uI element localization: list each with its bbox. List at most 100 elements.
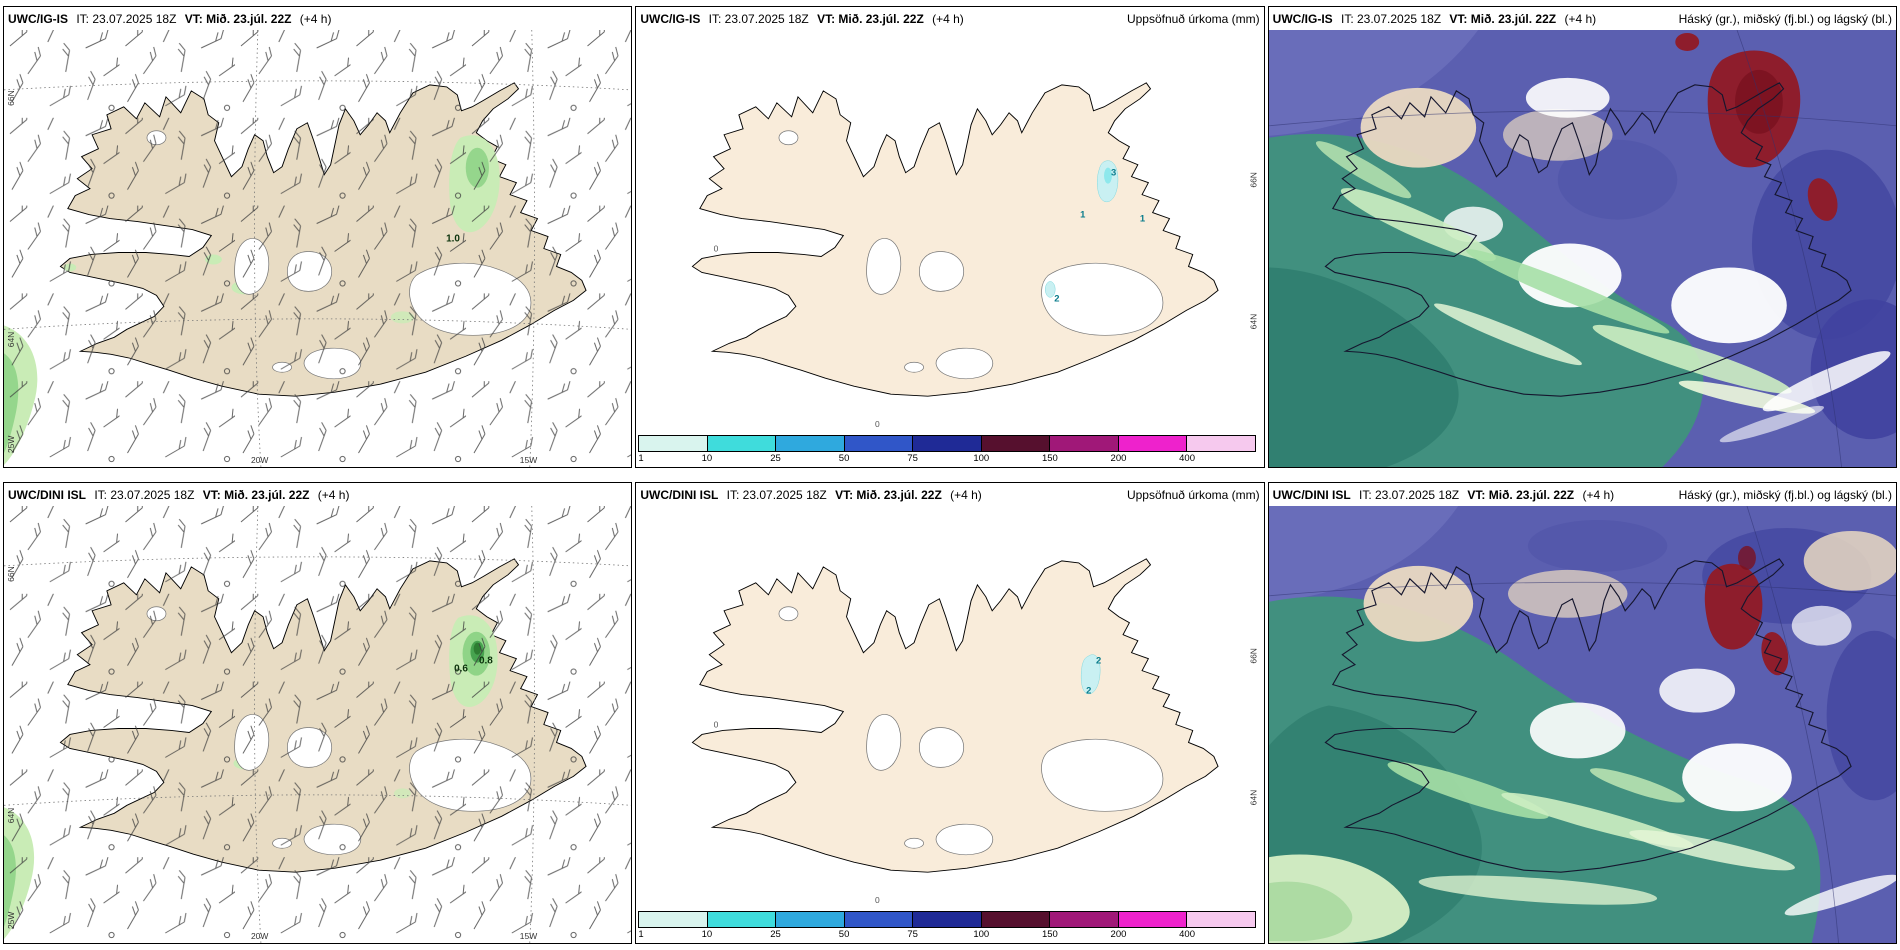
legend-segment: [980, 911, 1051, 928]
lat-label-66n: 66N: [6, 566, 16, 582]
valid-time: VT: Mið. 23.júl. 22Z: [1449, 12, 1557, 26]
model-name: UWC/DINI ISL: [640, 488, 719, 502]
valid-time: VT: Mið. 23.júl. 22Z: [202, 488, 310, 502]
lon-label-20w: 20W: [251, 455, 268, 465]
precip-legend: 1 10 25 50 75 100 150 200 400: [638, 911, 1256, 941]
lat-label-66n: 66N: [1249, 172, 1259, 188]
precip-value: 1: [1140, 214, 1145, 225]
legend-segment: [706, 435, 777, 452]
lon-label-15w: 15W: [520, 455, 537, 465]
panel-header: UWC/IG-IS IT: 23.07.2025 18Z VT: Mið. 23…: [1269, 7, 1896, 30]
panel-header: UWC/IG-IS IT: 23.07.2025 18Z VT: Mið. 23…: [636, 7, 1263, 30]
legend-label: 25: [770, 453, 781, 464]
lead-time: (+4 h): [950, 488, 982, 502]
legend-label: 50: [838, 453, 850, 464]
panel-cloud-igis: UWC/IG-IS IT: 23.07.2025 18Z VT: Mið. 23…: [1267, 6, 1897, 468]
panel-header: UWC/DINI ISL IT: 23.07.2025 18Z VT: Mið.…: [1269, 483, 1896, 506]
panel-precip-igis: UWC/IG-IS IT: 23.07.2025 18Z VT: Mið. 23…: [635, 6, 1265, 468]
legend-segment: [912, 435, 982, 452]
lon-label-25w: 25W: [6, 436, 16, 453]
legend-label: 25: [770, 929, 781, 940]
valid-time: VT: Mið. 23.júl. 22Z: [817, 12, 924, 26]
lead-time: (+4 h): [299, 12, 332, 26]
lon-label-15w: 15W: [520, 931, 537, 941]
legend-segment: [1186, 435, 1256, 452]
panel-header: UWC/DINI ISL IT: 23.07.2025 18Z VT: Mið.…: [636, 483, 1263, 506]
legend-label: 75: [907, 929, 918, 940]
legend-label: 10: [701, 929, 713, 940]
panel-title: UWC/DINI ISL IT: 23.07.2025 18Z VT: Mið.…: [640, 488, 986, 502]
lat-label-66n: 66N: [6, 90, 16, 106]
legend-segment: [775, 435, 845, 452]
panel-title: UWC/IG-IS IT: 23.07.2025 18Z VT: Mið. 23…: [8, 12, 336, 26]
iceland-land-group: [692, 558, 1219, 873]
legend-segment: [638, 435, 708, 452]
precip-value: 2: [1055, 293, 1060, 304]
legend-label: 400: [1179, 453, 1195, 464]
legend-label: 100: [973, 929, 990, 940]
init-time: IT: 23.07.2025 18Z: [94, 488, 195, 502]
panel-subtitle: Háský (gr.), miðský (fj.bl.) og lágský (…: [1678, 488, 1892, 502]
precip-value-label: 0.6: [454, 664, 468, 675]
panel-precip-dini: UWC/DINI ISL IT: 23.07.2025 18Z VT: Mið.…: [635, 482, 1265, 944]
panel-title: UWC/IG-IS IT: 23.07.2025 18Z VT: Mið. 23…: [640, 12, 968, 26]
lat-label-64n: 64N: [1249, 314, 1259, 330]
deep-cloud-red-patches: [1674, 32, 1838, 221]
legend-segment: [775, 911, 845, 928]
lat-label-64n: 64N: [6, 808, 16, 824]
legend-label: 100: [973, 453, 990, 464]
valid-time: VT: Mið. 23.júl. 22Z: [835, 488, 942, 502]
legend-label: 75: [907, 453, 918, 464]
legend-labels: 1 10 25 50 75 100 150 200 400: [638, 452, 1255, 465]
precip-zero: 0: [714, 243, 719, 253]
legend-segment: [1186, 911, 1256, 928]
legend-segment: [706, 911, 777, 928]
model-name: UWC/IG-IS: [1272, 12, 1333, 26]
lead-time: (+4 h): [1582, 488, 1615, 502]
lat-label-66n: 66N: [1249, 648, 1259, 664]
legend-segment: [638, 911, 708, 928]
cloud-map-igis: [1268, 30, 1896, 467]
legend-label: 200: [1110, 453, 1127, 464]
legend-label: 1: [638, 453, 644, 464]
legend-bar: [638, 435, 1256, 452]
legend-bar: [638, 911, 1256, 928]
model-name: UWC/DINI ISL: [1272, 488, 1351, 502]
init-time: IT: 23.07.2025 18Z: [726, 488, 827, 502]
precip-value: 3: [1111, 168, 1116, 179]
legend-segment: [1049, 911, 1119, 928]
lat-label-64n: 64N: [1249, 790, 1259, 806]
wind-map-dini: 66N 64N 25W 20W 15W 0.6 0.8: [4, 506, 632, 943]
init-time: IT: 23.07.2025 18Z: [76, 12, 177, 26]
legend-label: 200: [1110, 929, 1127, 940]
valid-time: VT: Mið. 23.júl. 22Z: [1467, 488, 1575, 502]
wind-barbs-field: [4, 30, 632, 467]
legend-segment: [1117, 435, 1188, 452]
legend-segment: [1117, 911, 1188, 928]
legend-segment: [912, 911, 982, 928]
panel-header: UWC/IG-IS IT: 23.07.2025 18Z VT: Mið. 23…: [4, 7, 631, 30]
graticule: [1268, 30, 1896, 467]
cloud-map-dini: [1268, 506, 1896, 943]
panel-wind-igis: UWC/IG-IS IT: 23.07.2025 18Z VT: Mið. 23…: [3, 6, 633, 468]
panel-header: UWC/DINI ISL IT: 23.07.2025 18Z VT: Mið.…: [4, 483, 631, 506]
legend-label: 150: [1041, 453, 1058, 464]
lon-label-20w: 20W: [251, 931, 268, 941]
legend-label: 400: [1179, 929, 1195, 940]
lead-time: (+4 h): [1564, 12, 1597, 26]
legend-label: 150: [1041, 929, 1058, 940]
init-time: IT: 23.07.2025 18Z: [1341, 12, 1442, 26]
lead-time: (+4 h): [317, 488, 350, 502]
legend-labels: 1 10 25 50 75 100 150 200 400: [638, 928, 1255, 941]
legend-label: 10: [701, 453, 713, 464]
legend-label: 1: [638, 929, 644, 940]
panel-wind-dini: UWC/DINI ISL IT: 23.07.2025 18Z VT: Mið.…: [3, 482, 633, 944]
lat-label-64n: 64N: [6, 332, 16, 348]
panel-title: UWC/IG-IS IT: 23.07.2025 18Z VT: Mið. 23…: [1273, 12, 1601, 26]
valid-time: VT: Mið. 23.júl. 22Z: [184, 12, 292, 26]
legend-segment: [980, 435, 1051, 452]
precip-value-label: 0.8: [479, 656, 493, 667]
model-name: UWC/IG-IS: [8, 12, 68, 26]
white-streaks: [1784, 874, 1896, 916]
